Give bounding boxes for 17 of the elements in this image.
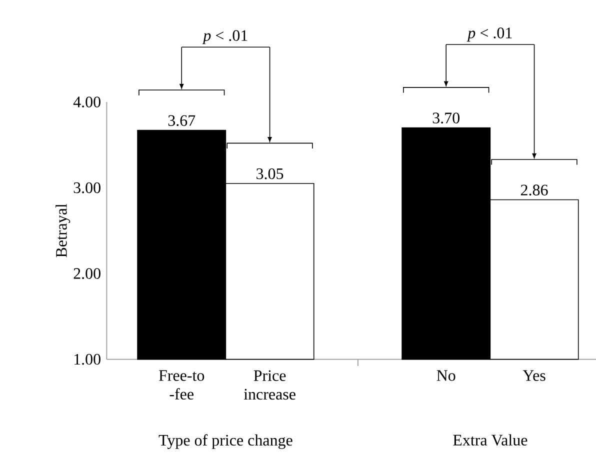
x-tick-label: Yes (522, 370, 546, 382)
x-tick-label: No (436, 370, 456, 382)
data-label: 3.05 (256, 168, 284, 180)
y-tick-label: 3.00 (74, 182, 100, 194)
data-label: 2.86 (520, 184, 548, 196)
data-label: 3.67 (168, 115, 196, 126)
y-tick-label: 2.00 (74, 268, 100, 280)
y-tick-label: 4.00 (73, 96, 100, 108)
text: Type of price change (158, 434, 292, 450)
x-tick-label: Free-to -fee (158, 370, 204, 400)
data-label: 3.70 (432, 112, 460, 124)
text: p < .01 (202, 30, 248, 44)
text: p < .01 (466, 28, 512, 42)
y-axis-title: Betrayal (56, 204, 70, 258)
y-tick-label: 1.00 (74, 354, 100, 365)
text: Extra Value (453, 434, 528, 446)
x-tick-label: Price increase (244, 370, 296, 400)
